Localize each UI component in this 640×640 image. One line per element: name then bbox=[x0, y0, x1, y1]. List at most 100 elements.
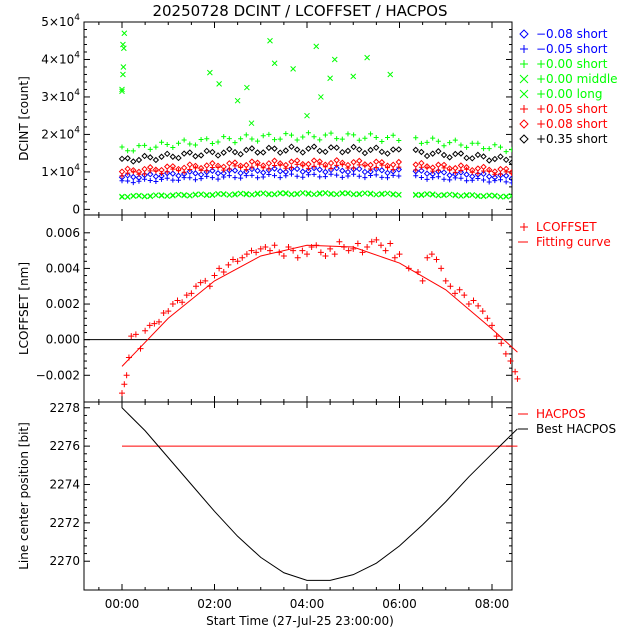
lcoffset-point bbox=[253, 249, 260, 256]
data-point bbox=[305, 160, 312, 168]
lcoffset-point bbox=[248, 247, 255, 254]
outlier-point bbox=[271, 60, 278, 67]
data-point bbox=[260, 162, 267, 169]
lcoffset-point bbox=[128, 333, 135, 340]
data-point bbox=[492, 142, 498, 148]
data-point bbox=[215, 176, 221, 182]
data-point bbox=[220, 163, 227, 171]
data-point bbox=[169, 163, 177, 170]
data-point bbox=[440, 161, 448, 169]
data-point bbox=[181, 192, 187, 199]
data-point bbox=[130, 167, 137, 174]
data-point bbox=[322, 174, 328, 180]
data-point bbox=[254, 159, 261, 166]
data-point bbox=[497, 171, 503, 177]
lcoffset-point bbox=[489, 322, 495, 329]
data-point bbox=[423, 152, 431, 160]
data-point bbox=[249, 191, 255, 198]
data-point bbox=[362, 175, 368, 181]
outlier-point bbox=[513, 29, 518, 34]
lcoffset-point bbox=[507, 358, 514, 365]
data-point bbox=[418, 159, 425, 167]
chart-title: 20250728 DCINT / LCOFFSET / HACPOS bbox=[152, 2, 447, 20]
data-point bbox=[147, 164, 154, 171]
lcoffset-point bbox=[475, 302, 482, 309]
data-point bbox=[299, 149, 306, 156]
data-point bbox=[396, 164, 402, 170]
data-point bbox=[373, 165, 380, 173]
data-point bbox=[502, 165, 510, 173]
lcoffset-point bbox=[137, 345, 144, 352]
series-line-best-hacpos bbox=[121, 407, 518, 581]
data-point bbox=[214, 152, 222, 159]
outlier-point bbox=[120, 71, 126, 78]
data-point bbox=[322, 168, 329, 176]
legend-label: +0.08 short bbox=[536, 117, 608, 131]
data-point bbox=[515, 175, 520, 180]
data-point bbox=[322, 148, 329, 156]
data-point bbox=[333, 191, 340, 197]
x-axis-label: Start Time (27-Jul-25 23:00:00) bbox=[206, 614, 394, 628]
lcoffset-point bbox=[202, 277, 209, 284]
legend-marker bbox=[519, 134, 529, 144]
data-point bbox=[385, 134, 391, 140]
outlier-point bbox=[313, 43, 320, 50]
data-point bbox=[186, 149, 193, 156]
lcoffset-point bbox=[415, 268, 421, 275]
data-point bbox=[276, 149, 284, 156]
data-point bbox=[124, 165, 131, 173]
data-point bbox=[452, 175, 458, 181]
data-point bbox=[311, 134, 317, 140]
data-point bbox=[209, 175, 215, 181]
data-point bbox=[299, 160, 306, 168]
data-point bbox=[232, 175, 238, 181]
data-point bbox=[203, 192, 210, 199]
data-point bbox=[515, 145, 520, 150]
data-point bbox=[497, 193, 504, 200]
data-point bbox=[356, 165, 363, 173]
data-point bbox=[367, 146, 374, 154]
data-point bbox=[316, 158, 323, 165]
data-point bbox=[209, 140, 215, 146]
lcoffset-point bbox=[484, 315, 491, 322]
data-point bbox=[356, 146, 363, 153]
data-point bbox=[152, 173, 160, 180]
data-point bbox=[317, 174, 323, 180]
lcoffset-point bbox=[405, 265, 412, 272]
data-point bbox=[204, 173, 210, 179]
data-point bbox=[238, 136, 244, 142]
data-point bbox=[243, 161, 250, 169]
outlier-point bbox=[234, 97, 241, 104]
lcoffset-point bbox=[299, 247, 306, 254]
outlier-point bbox=[120, 45, 127, 52]
data-point bbox=[356, 190, 363, 197]
data-point bbox=[198, 176, 204, 182]
data-point bbox=[446, 154, 453, 161]
data-point bbox=[249, 136, 255, 142]
lcoffset-point bbox=[498, 340, 505, 347]
data-point bbox=[458, 167, 464, 173]
lcoffset-point bbox=[387, 240, 394, 247]
y-tick-exponent: 4 bbox=[74, 50, 80, 60]
lcoffset-point bbox=[257, 245, 264, 252]
data-point bbox=[209, 191, 216, 198]
data-point bbox=[163, 150, 171, 158]
data-point bbox=[384, 162, 391, 169]
data-point bbox=[485, 157, 493, 164]
y-tick-label: 4×104 bbox=[41, 50, 80, 66]
lcoffset-point bbox=[156, 318, 162, 325]
data-point bbox=[457, 150, 465, 157]
lcoffset-point bbox=[183, 292, 190, 299]
data-point bbox=[440, 151, 448, 159]
x-tick-label: 00:00 bbox=[105, 597, 140, 611]
legend-marker bbox=[520, 45, 528, 53]
data-point bbox=[447, 167, 453, 173]
data-point bbox=[430, 135, 436, 141]
data-point bbox=[164, 141, 170, 147]
lcoffset-point bbox=[336, 238, 343, 245]
data-point bbox=[159, 139, 165, 145]
data-point bbox=[333, 157, 340, 164]
data-point bbox=[423, 163, 431, 170]
data-point bbox=[480, 153, 487, 160]
data-point bbox=[119, 178, 125, 184]
